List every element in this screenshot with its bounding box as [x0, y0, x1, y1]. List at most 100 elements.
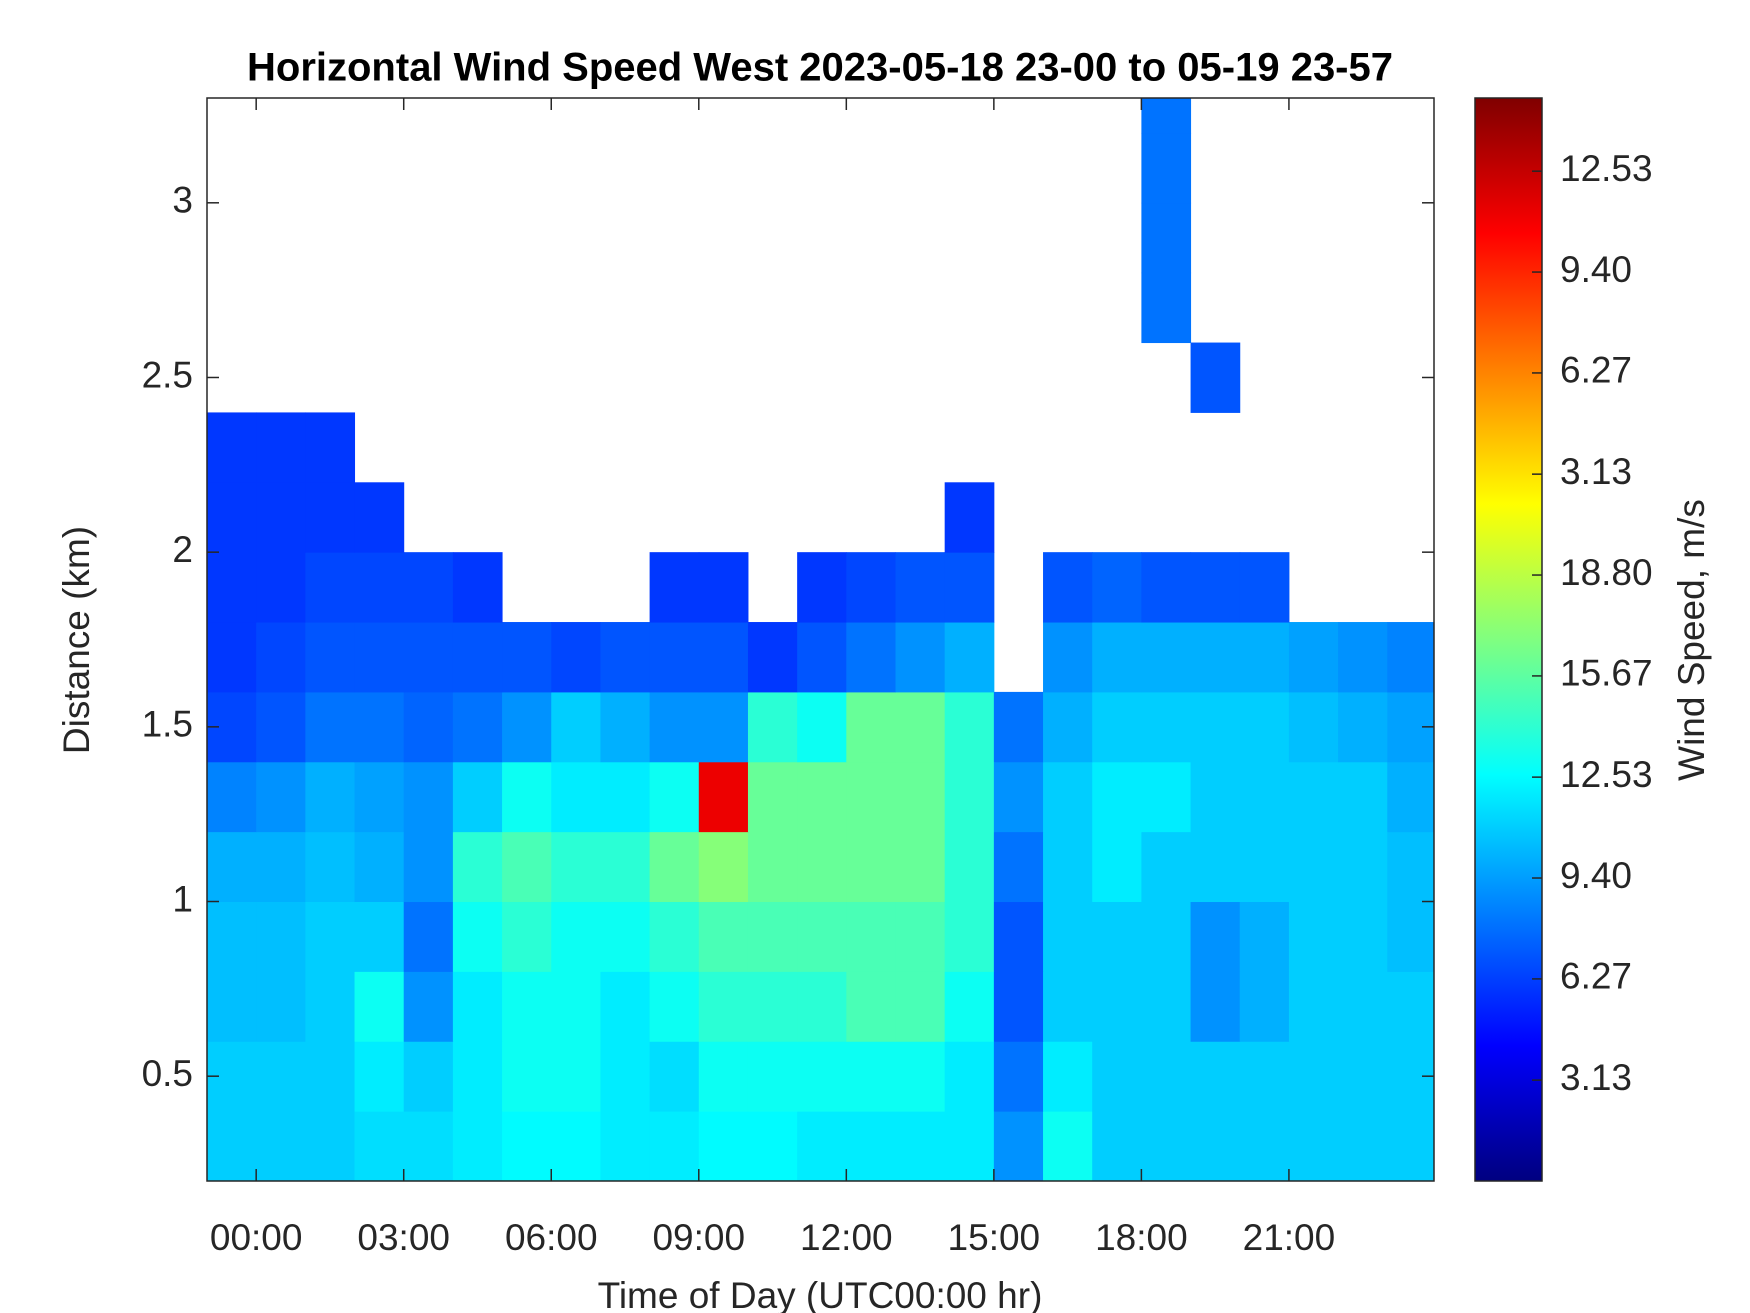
heatmap-cell [1190, 1041, 1241, 1112]
heatmap-cell [600, 1111, 651, 1182]
heatmap-cell [895, 971, 946, 1042]
colorbar-tick-label: 3.13 [1560, 451, 1632, 492]
heatmap-cell [256, 552, 306, 623]
heatmap-cell [1190, 901, 1241, 972]
heatmap-cell [698, 552, 749, 623]
heatmap-cell [993, 1111, 1044, 1182]
heatmap-cell [354, 482, 405, 553]
heatmap-cell [1092, 1111, 1142, 1182]
heatmap-cell [452, 831, 503, 903]
y-tick-label: 1 [172, 878, 193, 919]
heatmap-cell [698, 691, 749, 763]
heatmap-cell [1092, 552, 1142, 623]
heatmap-cell [502, 1041, 552, 1112]
heatmap-cell [797, 1041, 847, 1112]
heatmap-cell [207, 831, 257, 903]
heatmap-cell [1239, 901, 1290, 972]
heatmap-cell [698, 971, 749, 1042]
heatmap-cell [895, 831, 946, 903]
heatmap-cell [1141, 971, 1192, 1042]
heatmap-cell [1387, 1111, 1435, 1182]
x-tick-label: 12:00 [800, 1217, 893, 1258]
colorbar-tick-label: 12.53 [1560, 148, 1653, 189]
x-tick-label: 03:00 [357, 1217, 450, 1258]
x-tick-label: 06:00 [505, 1217, 598, 1258]
heatmap-cell [1288, 1111, 1339, 1182]
heatmap-cell [698, 761, 749, 833]
heatmap-cell [452, 622, 503, 693]
heatmap-cell [944, 831, 995, 903]
heatmap-cell [600, 901, 651, 972]
heatmap-cell [502, 761, 552, 833]
heatmap-cell [846, 831, 896, 903]
heatmap-cell [1190, 831, 1241, 903]
heatmap-cell [797, 831, 847, 903]
heatmap-cell [1338, 691, 1388, 763]
heatmap-cell [846, 971, 896, 1042]
heatmap-cell [502, 1111, 552, 1182]
y-axis-label: Distance (km) [56, 526, 97, 754]
heatmap-cell [354, 1041, 405, 1112]
heatmap-cell [1141, 1041, 1192, 1112]
heatmap-cell [403, 552, 454, 623]
heatmap-cell [944, 901, 995, 972]
heatmap-cell [1190, 761, 1241, 833]
colorbar-tick-label: 18.80 [1560, 552, 1653, 593]
heatmap-cell [551, 622, 601, 693]
heatmap-cell [698, 1111, 749, 1182]
heatmap-cell [551, 691, 601, 763]
heatmap-cell [305, 691, 356, 763]
heatmap-cell [944, 1111, 995, 1182]
heatmap-cell [305, 412, 356, 483]
chart-title: Horizontal Wind Speed West 2023-05-18 23… [247, 46, 1393, 90]
heatmap-cell [993, 691, 1044, 763]
heatmap-cell [1043, 971, 1093, 1042]
heatmap-cell [1043, 691, 1093, 763]
heatmap-cell [207, 482, 257, 553]
heatmap-cell [649, 831, 700, 903]
heatmap-cell [305, 482, 356, 553]
heatmap-cell [502, 971, 552, 1042]
heatmap-cell [354, 1111, 405, 1182]
heatmap-cell [649, 691, 700, 763]
heatmap-cell [944, 691, 995, 763]
heatmap-cell [305, 552, 356, 623]
heatmap-cell [207, 622, 257, 693]
heatmap-cell [551, 831, 601, 903]
heatmap-cell [305, 971, 356, 1042]
colorbar-tick-label: 9.40 [1560, 249, 1632, 290]
heatmap-cell [1239, 761, 1290, 833]
heatmap-cell [207, 971, 257, 1042]
heatmap-cell [354, 622, 405, 693]
y-tick-label: 2 [172, 529, 193, 570]
heatmap-cell [403, 761, 454, 833]
heatmap-cell [944, 1041, 995, 1112]
heatmap-cell [846, 622, 896, 693]
y-tick-label: 3 [172, 180, 193, 221]
heatmap-cell [895, 1111, 946, 1182]
x-tick-label: 15:00 [948, 1217, 1041, 1258]
heatmap-cell [600, 761, 651, 833]
heatmap-cell [305, 831, 356, 903]
heatmap-cell [797, 622, 847, 693]
heatmap-cell [1190, 622, 1241, 693]
heatmap-cell [895, 901, 946, 972]
heatmap-cell [649, 971, 700, 1042]
heatmap-cell [551, 761, 601, 833]
heatmap-cell [452, 971, 503, 1042]
x-tick-label: 00:00 [210, 1217, 303, 1258]
heatmap-cell [452, 901, 503, 972]
heatmap-cell [305, 622, 356, 693]
heatmap-cell [1043, 1111, 1093, 1182]
heatmap-cell [551, 901, 601, 972]
heatmap-cell [256, 901, 306, 972]
heatmap-cell [354, 831, 405, 903]
heatmap-cell [944, 761, 995, 833]
heatmap-cell [1092, 622, 1142, 693]
heatmap-cell [1092, 831, 1142, 903]
heatmap-cell [1092, 691, 1142, 763]
heatmap-cell [649, 622, 700, 693]
heatmap-cell [502, 901, 552, 972]
heatmap-cell [895, 761, 946, 833]
